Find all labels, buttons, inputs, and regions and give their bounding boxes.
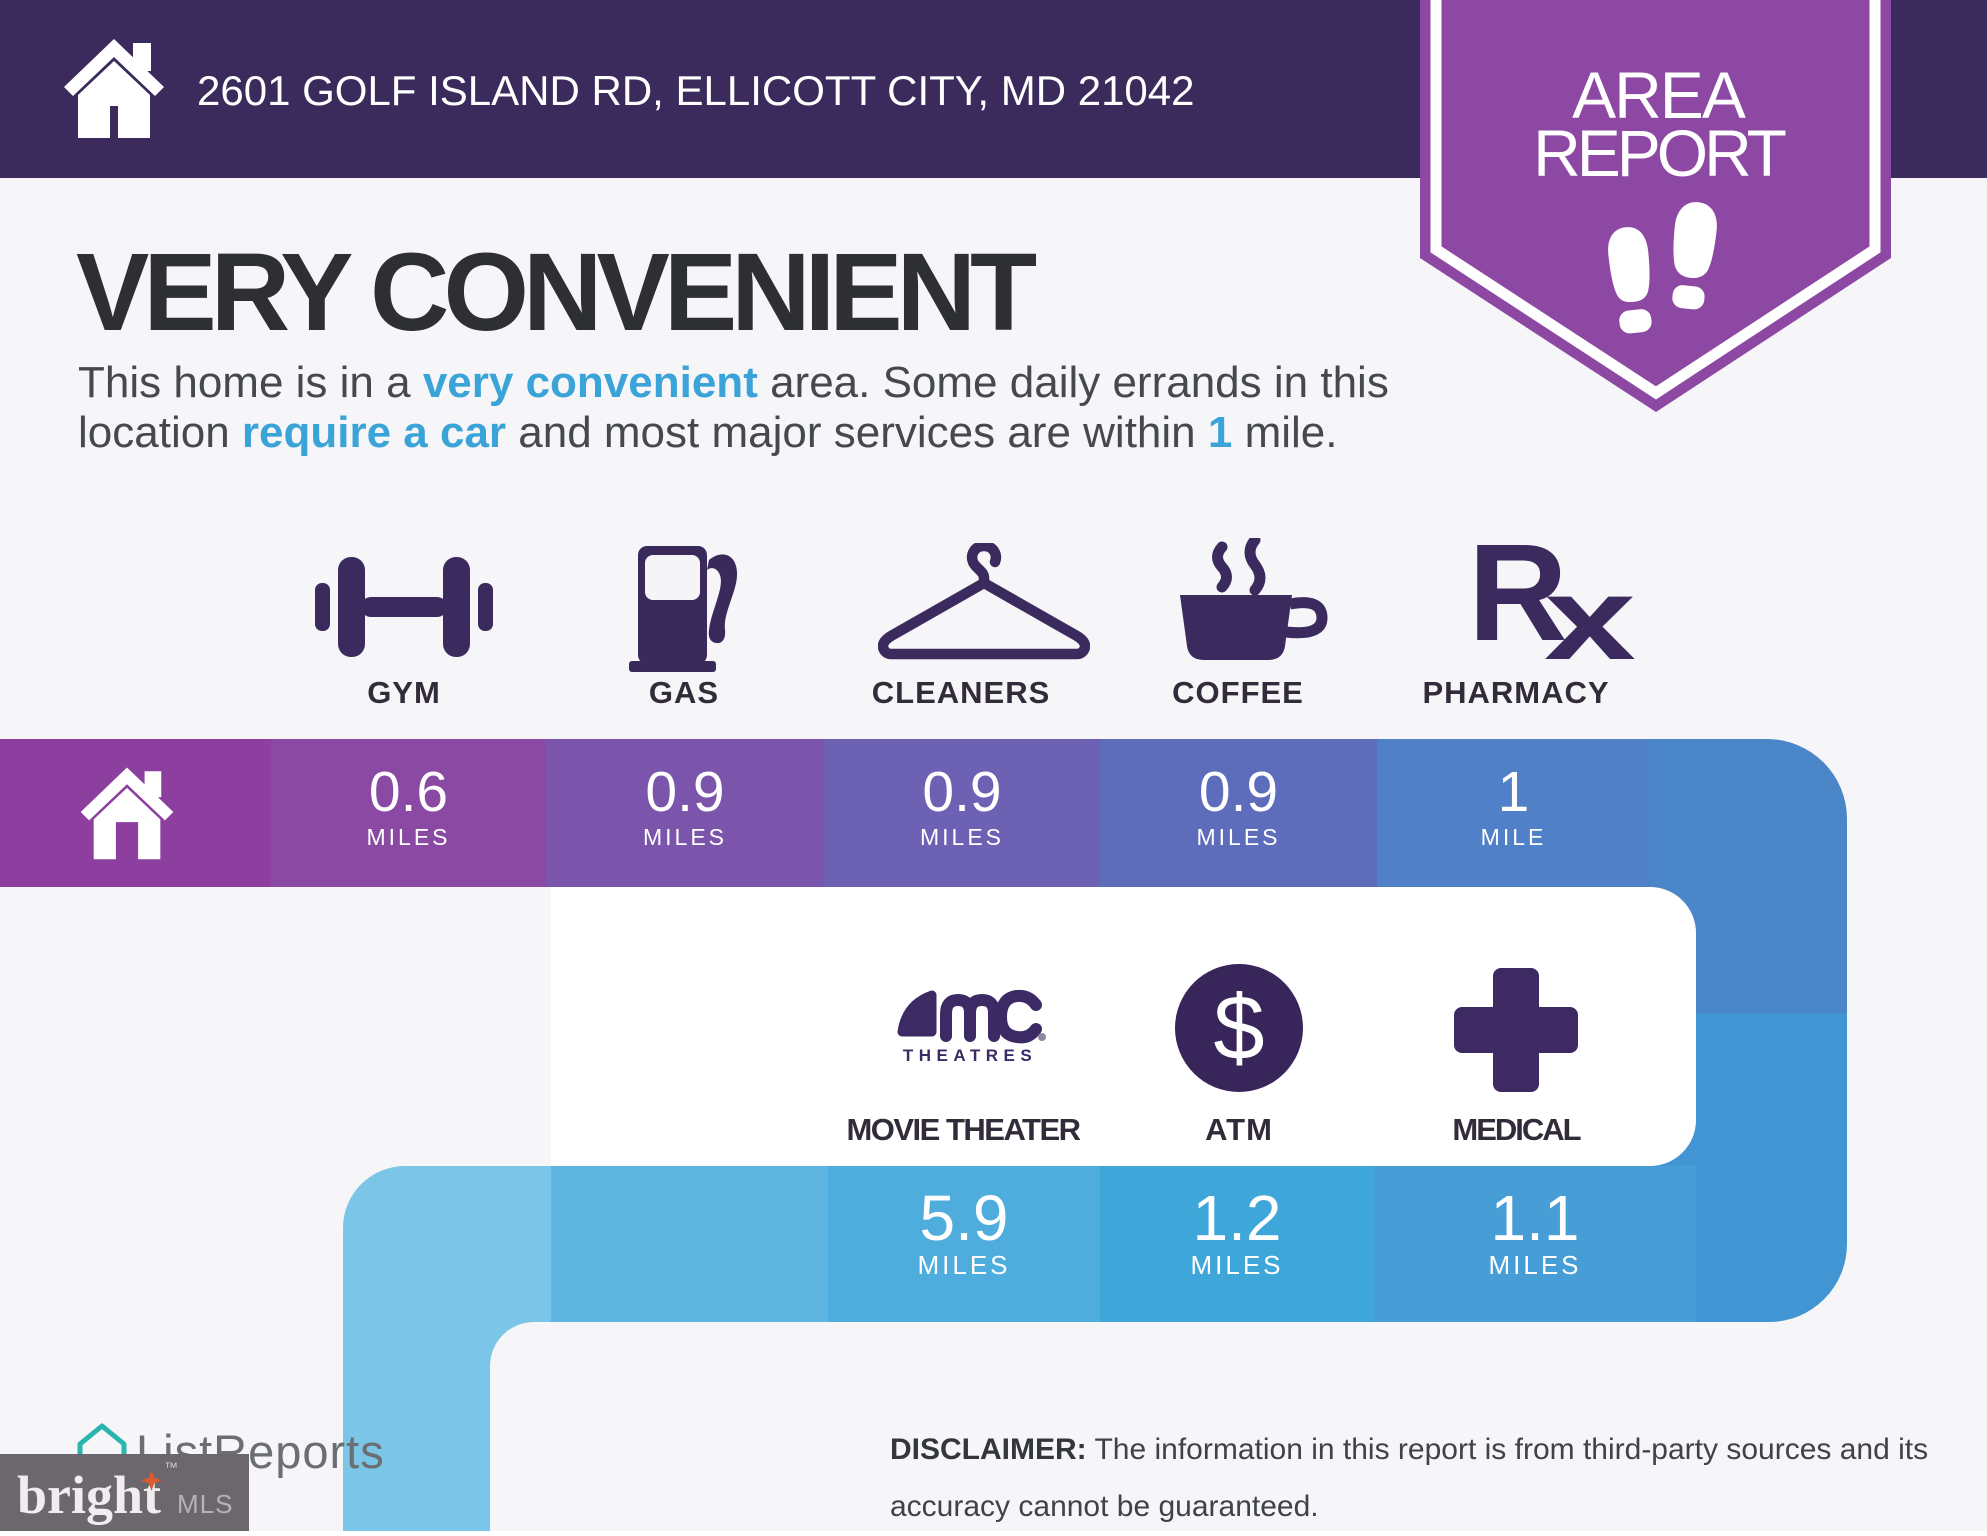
svg-text:THEATRES: THEATRES [903,1046,1037,1065]
svg-text:REPORT: REPORT [1533,116,1786,190]
svg-text:AREA: AREA [1572,58,1746,132]
